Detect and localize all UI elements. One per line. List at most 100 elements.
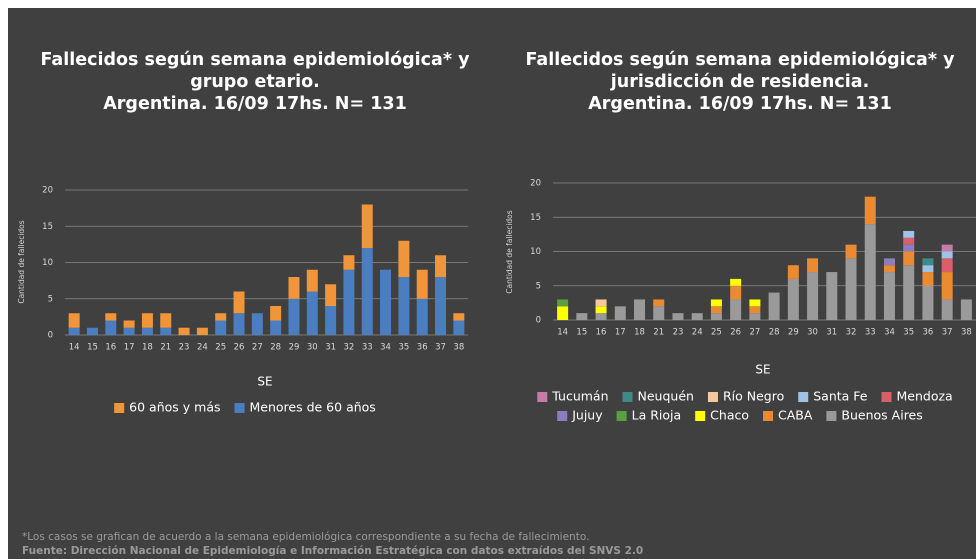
x-tick-label: 34 [380,343,391,353]
x-tick-label: 23 [179,343,190,353]
x-tick-label: 36 [923,328,934,338]
bar-segment [749,313,761,320]
y-tick-label: 10 [42,258,53,268]
bar-segment [398,240,410,277]
legend-swatch [114,403,125,413]
y-axis-label: Cantidad de fallecidos [505,210,514,293]
bar-segment [453,313,465,321]
bar-segment [398,277,410,335]
bar-segment [614,306,626,320]
x-tick-label: 30 [307,343,318,353]
legend-swatch [798,392,809,402]
footnote: *Los casos se grafican de acuerdo a la s… [22,531,589,543]
legend-swatch [537,392,548,402]
bar-segment [595,306,607,314]
bar-segment [343,255,355,270]
y-tick-label: 0 [536,316,541,326]
bar-segment [361,204,373,248]
x-tick-label: 28 [270,343,281,353]
y-tick-label: 15 [42,222,53,232]
x-tick-label: 32 [846,328,857,338]
x-tick-label: 37 [435,343,446,353]
bar-segment [595,313,607,320]
bar-segment [435,255,447,277]
bar-segment [325,284,337,306]
x-tick-label: 36 [417,343,428,353]
bar-segment [883,265,895,273]
bar-segment [86,327,98,335]
bar-segment [306,291,318,335]
bar-segment [903,237,915,245]
bar-segment [730,299,742,320]
bar-segment [883,272,895,320]
bar-segment [941,272,953,300]
x-tick-label: 32 [344,343,355,353]
y-tick-label: 5 [48,294,53,304]
x-tick-label: 35 [903,328,914,338]
x-tick-label: 29 [788,328,799,338]
bar-segment [730,285,742,300]
bar-segment [710,299,722,307]
y-tick-label: 15 [530,213,541,223]
x-axis-label: SE [257,375,272,389]
bar-segment [922,258,934,266]
legend-swatch [622,392,633,402]
x-tick-label: 14 [69,343,80,353]
bar-segment [749,299,761,307]
bar-segment [941,258,953,273]
x-tick-label: 26 [234,343,245,353]
legend-swatch [826,411,837,421]
bar-segment [306,269,318,292]
x-tick-label: 25 [215,343,226,353]
bar-segment [270,320,282,335]
bar-segment [215,320,227,335]
x-tick-label: 33 [362,343,373,353]
bar-segment [178,327,190,335]
bar-segment [634,299,646,320]
x-tick-label: 28 [769,328,780,338]
bar-segment [922,265,934,273]
bar-segment [380,269,392,335]
bar-segment [196,327,208,335]
x-tick-label: 15 [576,328,587,338]
x-axis-label: SE [755,363,770,377]
legend-swatch [763,411,774,421]
bar-segment [233,313,245,335]
y-tick-label: 5 [536,281,541,291]
bar-segment [941,251,953,259]
legend-label: Mendoza [896,389,952,404]
bar-segment [768,292,780,320]
bar-segment [883,258,895,266]
x-tick-label: 26 [730,328,741,338]
x-tick-label: 23 [673,328,684,338]
legend-swatch [616,411,627,421]
y-tick-label: 20 [530,179,541,189]
bar-segment [807,272,819,320]
x-tick-label: 37 [942,328,953,338]
x-tick-label: 18 [634,328,645,338]
legend-swatch [557,411,568,421]
bar-segment [557,299,569,307]
source: Fuente: Dirección Nacional de Epidemiolo… [22,545,643,557]
legend-label: Tucumán [551,389,608,404]
bar-segment [68,327,80,335]
bar-segment [435,277,447,335]
x-tick-label: 25 [711,328,722,338]
chart-title: grupo etario. [190,72,320,92]
bar-segment [416,298,428,335]
bar-segment [903,230,915,238]
chart-title: jurisdicción de residencia. [610,72,869,92]
x-tick-label: 21 [653,328,664,338]
bar-segment [826,272,838,320]
x-tick-label: 38 [961,328,972,338]
x-tick-label: 17 [124,343,135,353]
bar-segment [270,306,282,321]
x-tick-label: 30 [807,328,818,338]
legend-label: 60 años y más [129,400,220,415]
bar-segment [215,313,227,321]
bar-segment [672,313,684,320]
bar-segment [233,291,245,314]
x-tick-label: 18 [142,343,153,353]
bar-segment [453,320,465,335]
x-tick-label: 31 [826,328,837,338]
